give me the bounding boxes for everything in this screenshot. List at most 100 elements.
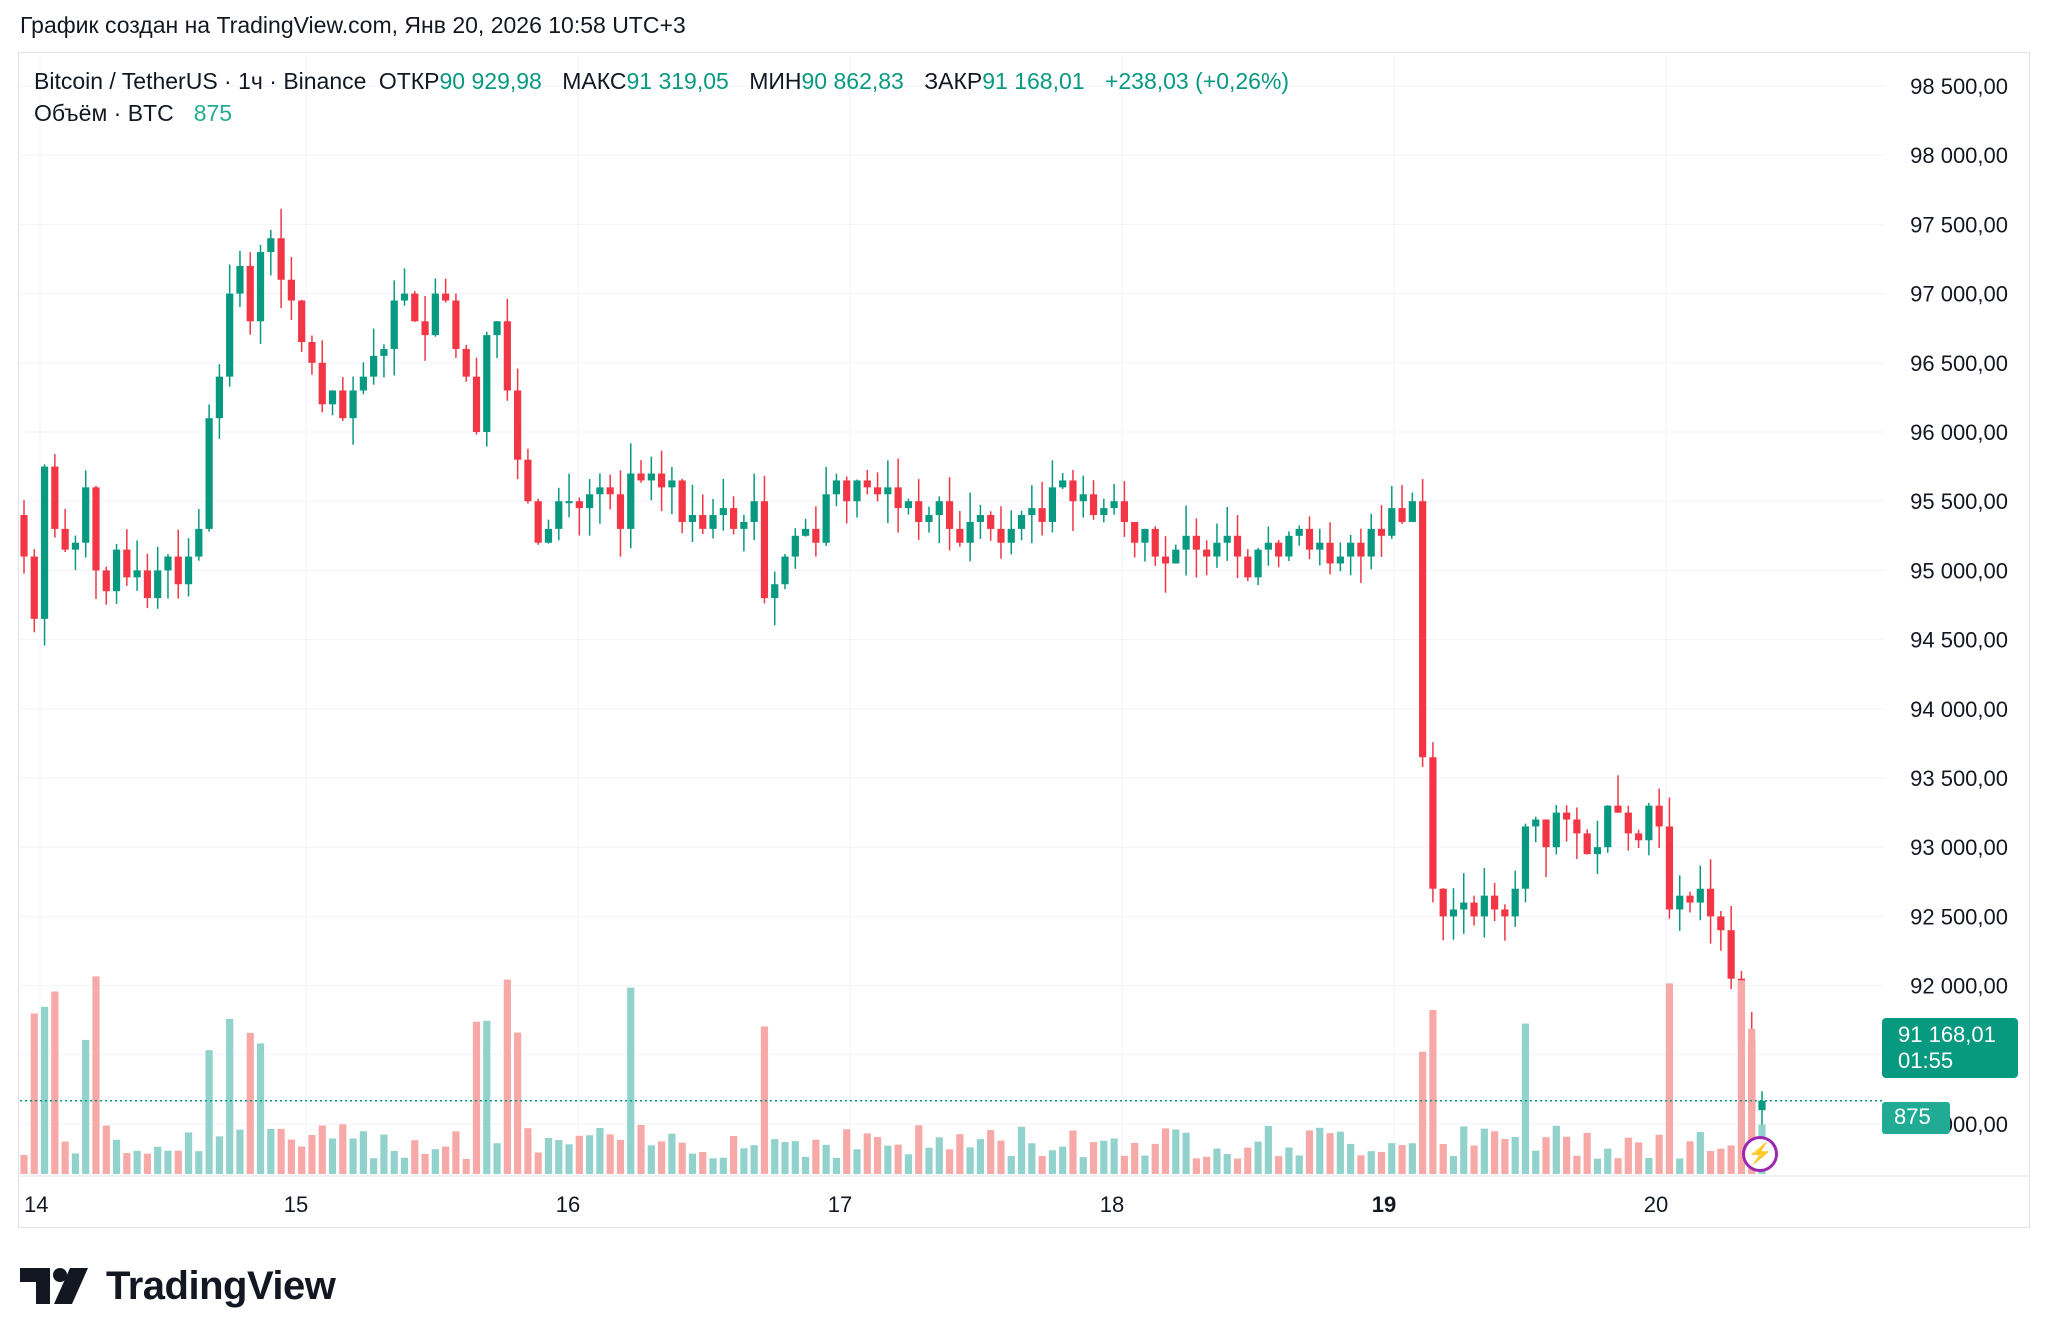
volume-bar <box>987 1130 995 1174</box>
volume-bar <box>925 1147 933 1174</box>
last-price-tag: 91 168,01 01:55 <box>1882 1018 2018 1078</box>
candle-body <box>1676 895 1684 910</box>
volume-bar <box>843 1129 851 1174</box>
candle-body <box>380 348 388 356</box>
volume-bar <box>1521 1023 1530 1174</box>
volume-bar <box>1665 983 1674 1174</box>
volume-bar <box>514 1032 522 1174</box>
volume-bar <box>1275 1156 1283 1174</box>
candle-body <box>1388 508 1396 536</box>
candle-body <box>287 279 295 301</box>
candle-body <box>853 480 861 502</box>
candle-body <box>729 508 738 529</box>
volume-bar <box>524 1128 532 1174</box>
candle-body <box>164 556 172 571</box>
candle-body <box>1059 480 1067 488</box>
volume-bar <box>678 1142 686 1174</box>
x-tick-label: 19 <box>1372 1192 1396 1217</box>
candle-body <box>318 362 326 405</box>
candle-body <box>154 570 162 599</box>
candle-body <box>359 376 367 391</box>
tradingview-logo[interactable]: TradingView <box>20 1262 336 1310</box>
candle-body <box>1192 535 1200 550</box>
candle-body <box>647 473 655 481</box>
volume-bar <box>71 1153 80 1174</box>
lightning-icon[interactable]: ⚡ <box>1742 1136 1778 1172</box>
symbol-label[interactable]: Bitcoin / TetherUS · 1ч · Binance <box>34 68 367 94</box>
volume-bar <box>226 1018 234 1174</box>
volume-bar <box>1737 980 1746 1174</box>
candle-body <box>606 487 614 495</box>
candle-body <box>596 487 604 495</box>
candle-body <box>1254 549 1262 578</box>
volume-label[interactable]: Объём · BTC <box>34 100 174 126</box>
candle-body <box>102 570 110 592</box>
candle-body <box>421 321 429 336</box>
candle-body <box>884 487 892 495</box>
candle-body <box>195 528 203 557</box>
candle-body <box>1655 805 1663 827</box>
volume-bar <box>1583 1132 1591 1174</box>
volume-bar <box>647 1145 655 1174</box>
candle-body <box>1203 549 1211 557</box>
volume-bar <box>51 991 59 1174</box>
candle-body <box>616 494 625 529</box>
volume-bar <box>781 1142 789 1174</box>
candle-body <box>1172 549 1180 564</box>
candle-body <box>637 473 645 481</box>
volume-bar <box>400 1157 409 1174</box>
volume-bar <box>431 1149 439 1174</box>
volume-bar <box>1100 1140 1108 1174</box>
candle-body <box>1244 556 1252 578</box>
candle-body <box>1583 833 1591 855</box>
volume-bar <box>565 1144 573 1174</box>
candle-body <box>1563 812 1571 820</box>
candle-body <box>503 321 511 391</box>
volume-bar <box>1120 1155 1128 1174</box>
volume-bar <box>1645 1157 1653 1174</box>
volume-bar <box>421 1153 429 1174</box>
y-tick-label: 97 000,00 <box>1910 282 2008 307</box>
volume-bar <box>483 1020 491 1174</box>
candle-body <box>1079 494 1087 502</box>
volume-bar <box>1192 1158 1200 1174</box>
volume-bar <box>1244 1147 1252 1174</box>
candle-body <box>1521 826 1530 889</box>
volume-bar <box>1696 1132 1704 1174</box>
volume-bar <box>287 1139 295 1174</box>
volume-bar <box>1624 1137 1632 1174</box>
candle-body <box>1439 888 1447 917</box>
volume-bar <box>729 1135 738 1174</box>
volume-bar <box>1408 1143 1416 1174</box>
volume-bar <box>256 1043 265 1174</box>
volume-bar <box>1419 1051 1427 1174</box>
candle-body <box>1151 528 1159 557</box>
candle-body <box>1665 826 1674 910</box>
candle-body <box>226 293 234 377</box>
candle-body <box>1717 916 1725 931</box>
volume-bar <box>575 1135 583 1174</box>
chart-frame[interactable] <box>18 52 2030 1228</box>
candle-body <box>1233 535 1242 557</box>
volume-bar <box>966 1147 974 1174</box>
y-tick-label: 95 000,00 <box>1910 558 2008 583</box>
volume-bar <box>472 1021 481 1174</box>
candle-body <box>174 556 182 585</box>
volume-bar <box>1285 1147 1293 1174</box>
candle-body <box>328 390 337 405</box>
volume-bar <box>123 1153 131 1174</box>
x-tick-label: 18 <box>1100 1192 1124 1217</box>
candle-body <box>709 515 717 529</box>
candle-body <box>1100 508 1108 516</box>
volume-bar <box>1614 1158 1622 1174</box>
candle-body <box>1480 895 1488 917</box>
candle-body <box>1398 508 1406 522</box>
candle-body <box>935 501 943 516</box>
candle-body <box>1182 535 1190 550</box>
volume-bar <box>339 1124 347 1174</box>
x-tick-label: 17 <box>828 1192 852 1217</box>
candle-body <box>1408 501 1416 522</box>
y-tick-label: 98 500,00 <box>1910 74 2008 99</box>
volume-bar <box>1439 1143 1447 1174</box>
